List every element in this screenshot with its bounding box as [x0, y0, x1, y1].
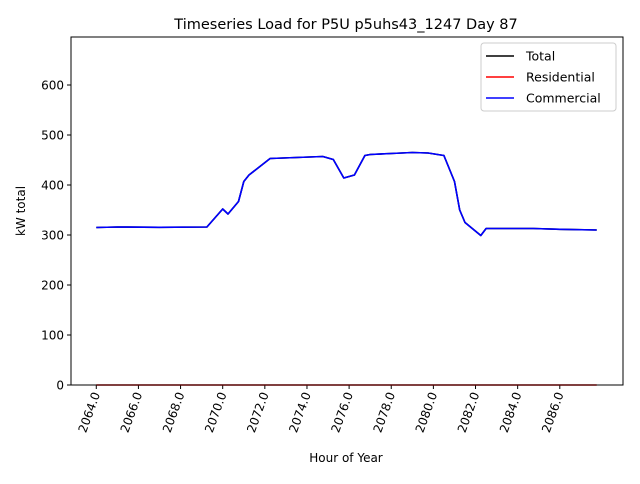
y-tick-label: 600	[41, 79, 64, 93]
axis-ticks: 2064.0 2066.0 2068.0 2070.0 2072.0 2074.0 2076…	[41, 79, 567, 435]
y-tick-label: 0	[56, 379, 64, 393]
x-tick-label: 2076.0	[328, 390, 356, 434]
x-tick-label: 2066.0	[118, 390, 146, 434]
series-line-total	[96, 151, 597, 237]
plot-frame	[70, 36, 624, 386]
chart-title: Timeseries Load for P5U p5uhs43_1247 Day…	[173, 17, 517, 33]
legend-label-commercial: Commercial	[526, 91, 601, 106]
x-tick-label: 2074.0	[286, 390, 314, 434]
x-tick-label: 2084.0	[497, 390, 525, 434]
series-line-commercial	[96, 151, 597, 237]
x-tick-label: 2080.0	[413, 390, 441, 434]
y-tick-label: 300	[41, 229, 64, 243]
x-axis-label: Hour of Year	[309, 451, 383, 465]
x-tick-label: 2070.0	[202, 390, 230, 434]
y-tick-label: 500	[41, 129, 64, 143]
y-tick-label: 200	[41, 279, 64, 293]
x-tick-label: 2086.0	[539, 390, 567, 434]
y-axis-label: kW total	[14, 186, 28, 236]
x-tick-label: 2082.0	[455, 390, 483, 434]
x-tick-label: 2072.0	[244, 390, 272, 434]
y-tick-label: 100	[41, 329, 64, 343]
legend-label-total: Total	[525, 49, 555, 64]
legend: Total Residential Commercial	[480, 42, 617, 112]
legend-box	[480, 42, 617, 112]
x-tick-label: 2068.0	[160, 390, 188, 434]
y-tick-label: 400	[41, 179, 64, 193]
x-tick-label: 2064.0	[76, 390, 104, 434]
x-tick-label: 2078.0	[371, 390, 399, 434]
legend-label-residential: Residential	[526, 70, 595, 85]
series-lines	[96, 151, 597, 386]
